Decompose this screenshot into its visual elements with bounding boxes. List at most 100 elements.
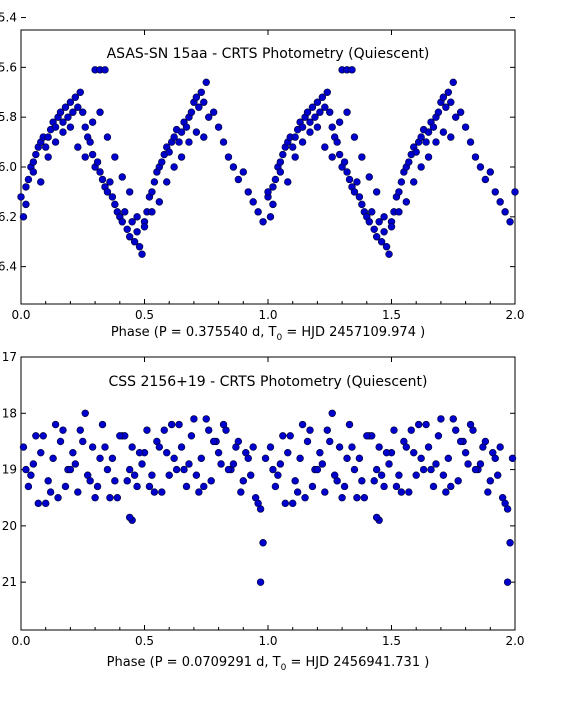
data-point <box>343 108 351 116</box>
data-point <box>51 138 60 146</box>
data-point <box>93 482 102 491</box>
data-point <box>326 108 334 116</box>
y-tick-label: 5.6 <box>0 60 17 74</box>
data-point <box>397 178 406 186</box>
data-point <box>37 448 45 457</box>
data-point <box>200 133 208 141</box>
data-point <box>130 238 139 246</box>
data-point <box>377 471 386 479</box>
data-point <box>24 175 33 184</box>
x-tick-label: 2.0 <box>505 634 524 648</box>
data-point <box>259 539 267 547</box>
data-point <box>284 448 292 457</box>
data-point <box>86 477 94 485</box>
data-point <box>372 233 381 241</box>
data-point <box>340 158 349 166</box>
x-label-t0-symbol: T <box>268 325 277 340</box>
data-point <box>91 494 99 502</box>
data-point <box>209 108 218 116</box>
plot-title: ASAS-SN 15aa - CRTS Photometry (Quiescen… <box>107 46 430 62</box>
data-point <box>111 477 119 485</box>
data-point <box>46 488 55 496</box>
data-point <box>29 158 38 166</box>
data-point <box>167 420 176 429</box>
data-point <box>316 448 324 457</box>
data-point <box>219 420 228 429</box>
data-point <box>128 218 136 226</box>
data-point <box>17 193 25 201</box>
data-point <box>195 488 203 496</box>
data-point <box>71 460 80 468</box>
data-point <box>353 178 361 186</box>
data-point <box>165 471 173 479</box>
data-point <box>269 183 277 191</box>
lightcurve-panel-top: ASAS-SN 15aa - CRTS Photometry (Quiescen… <box>0 11 525 343</box>
data-point <box>301 494 309 502</box>
data-point <box>303 437 312 446</box>
data-point <box>155 198 164 206</box>
data-point <box>187 432 196 440</box>
data-point <box>405 488 413 496</box>
data-point <box>81 123 89 131</box>
data-point <box>177 153 186 161</box>
data-point <box>476 163 485 171</box>
data-point <box>424 128 433 136</box>
data-point <box>382 448 391 457</box>
data-point <box>214 448 223 457</box>
data-point <box>461 448 470 457</box>
data-point <box>397 488 406 496</box>
data-point <box>71 93 80 101</box>
data-point <box>385 460 393 468</box>
data-point <box>244 454 252 463</box>
data-point <box>432 460 440 468</box>
data-point <box>148 188 156 196</box>
data-point <box>486 168 494 176</box>
data-point <box>177 443 186 451</box>
data-point <box>343 168 351 176</box>
data-point <box>103 133 112 141</box>
data-point <box>429 482 438 491</box>
data-point <box>118 173 126 181</box>
data-point <box>274 471 282 479</box>
data-point <box>466 138 475 146</box>
data-point <box>239 168 248 176</box>
data-point <box>318 460 327 468</box>
data-point <box>323 88 331 96</box>
data-point <box>96 108 104 116</box>
data-point <box>419 465 428 474</box>
data-point <box>103 188 112 196</box>
data-point <box>22 200 30 209</box>
data-point <box>123 477 131 485</box>
data-point <box>387 223 396 231</box>
data-point <box>410 178 418 186</box>
data-point <box>197 88 206 96</box>
data-point <box>121 208 129 216</box>
data-point <box>449 415 457 423</box>
data-point <box>395 471 403 479</box>
data-point <box>318 93 327 101</box>
data-point <box>355 454 364 463</box>
y-tick-label: 18 <box>2 406 17 420</box>
x-ticks: 0.0 0.5 1.0 1.5 2.0 <box>11 30 525 322</box>
data-point <box>135 448 144 457</box>
data-point <box>61 482 70 491</box>
data-point <box>192 128 201 136</box>
data-point <box>32 432 40 440</box>
data-point <box>192 471 201 479</box>
data-point <box>51 420 60 429</box>
data-point <box>113 494 122 502</box>
data-point <box>19 213 28 221</box>
data-point <box>471 465 480 474</box>
data-point <box>130 471 139 479</box>
data-point <box>353 494 361 502</box>
data-point <box>148 471 156 479</box>
data-point <box>44 133 52 141</box>
data-point <box>79 108 87 116</box>
data-point <box>116 432 124 440</box>
data-point <box>254 499 262 508</box>
data-point <box>180 465 188 474</box>
data-point <box>195 103 203 111</box>
data-point <box>335 443 344 451</box>
data-point <box>266 443 275 451</box>
